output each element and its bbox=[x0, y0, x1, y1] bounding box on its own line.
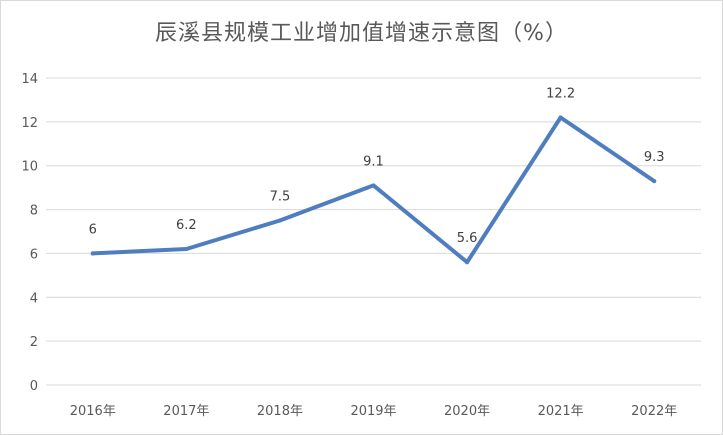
y-tick-label: 4 bbox=[30, 291, 38, 306]
data-point bbox=[90, 251, 95, 256]
data-point bbox=[184, 247, 189, 252]
y-tick-label: 2 bbox=[30, 335, 38, 350]
data-label: 5.6 bbox=[457, 231, 478, 246]
x-tick-label: 2020年 bbox=[444, 404, 490, 419]
y-tick-label: 14 bbox=[21, 72, 38, 87]
y-tick-label: 10 bbox=[21, 160, 38, 175]
data-label: 7.5 bbox=[270, 190, 291, 205]
data-point bbox=[371, 183, 376, 188]
data-label: 9.1 bbox=[363, 154, 384, 169]
series-line bbox=[90, 115, 657, 265]
y-tick-label: 12 bbox=[21, 116, 38, 131]
y-tick-label: 0 bbox=[30, 379, 38, 394]
data-label: 6 bbox=[89, 222, 97, 237]
x-tick-label: 2021年 bbox=[538, 404, 584, 419]
x-tick-label: 2016年 bbox=[70, 404, 116, 419]
data-label: 12.2 bbox=[546, 86, 575, 101]
data-point bbox=[652, 179, 657, 184]
chart-title: 辰溪县规模工业增加值增速示意图（%） bbox=[155, 21, 568, 46]
x-tick-label: 2022年 bbox=[631, 404, 677, 419]
x-tick-label: 2017年 bbox=[163, 404, 209, 419]
y-tick-label: 6 bbox=[30, 247, 38, 262]
x-tick-label: 2019年 bbox=[350, 404, 396, 419]
data-point bbox=[277, 218, 282, 223]
data-label: 6.2 bbox=[176, 218, 197, 233]
data-label: 9.3 bbox=[644, 150, 665, 165]
data-point bbox=[465, 260, 470, 265]
data-point bbox=[558, 115, 563, 120]
y-tick-label: 8 bbox=[30, 204, 38, 219]
x-tick-label: 2018年 bbox=[257, 404, 303, 419]
